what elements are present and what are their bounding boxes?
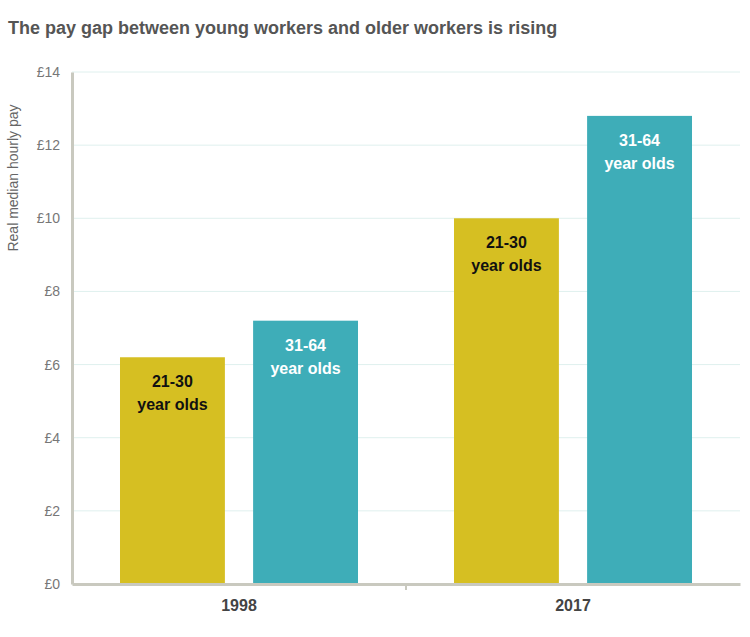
- bar-label: 21-30year olds: [471, 234, 541, 274]
- x-tick-label: 2017: [555, 597, 591, 614]
- y-axis: £0 £2 £4 £6 £8 £10 £12 £14: [37, 64, 73, 592]
- bars: [120, 116, 692, 584]
- bar: [587, 116, 692, 584]
- y-tick: £10: [37, 210, 72, 226]
- chart-title: The pay gap between young workers and ol…: [8, 18, 557, 38]
- plot-area: 21-30year olds 21-30year olds 31-64year ol…: [37, 64, 741, 614]
- y-tick: £8: [44, 283, 72, 299]
- y-tick: £2: [44, 503, 72, 519]
- x-tick: 1998: [221, 584, 257, 614]
- bar-labels: 21-30year olds 21-30year olds 31-64year ol…: [137, 132, 674, 413]
- y-tick-label: £10: [37, 210, 61, 226]
- bar-label: 31-64year olds: [270, 337, 340, 377]
- chart-container: The pay gap between young workers and ol…: [0, 0, 750, 637]
- x-axis: 1998 2017: [73, 584, 741, 614]
- y-tick-label: £6: [44, 357, 60, 373]
- bar-label: 31-64year olds: [604, 132, 674, 172]
- category-divider: [405, 584, 407, 590]
- bar: [454, 218, 559, 584]
- grid: [72, 72, 740, 584]
- y-tick: £0: [44, 576, 72, 592]
- y-axis-line: [71, 73, 74, 585]
- y-tick: £6: [44, 357, 72, 373]
- y-tick-label: £12: [37, 137, 61, 153]
- y-tick-label: £2: [44, 503, 60, 519]
- x-tick: 2017: [555, 584, 591, 614]
- y-tick: £12: [37, 137, 72, 153]
- y-tick-label: £4: [44, 430, 60, 446]
- bar: [253, 321, 358, 584]
- y-axis-title: Real median hourly pay: [5, 104, 21, 251]
- bar: [120, 357, 225, 584]
- y-tick-label: £14: [37, 64, 61, 80]
- y-tick-label: £8: [44, 283, 60, 299]
- y-tick: £14: [37, 64, 72, 80]
- bar-label: 21-30year olds: [137, 373, 207, 413]
- chart-svg: The pay gap between young workers and ol…: [0, 0, 750, 637]
- x-tick-label: 1998: [221, 597, 257, 614]
- y-tick: £4: [44, 430, 72, 446]
- y-tick-label: £0: [44, 576, 60, 592]
- grid-line: [72, 72, 740, 73]
